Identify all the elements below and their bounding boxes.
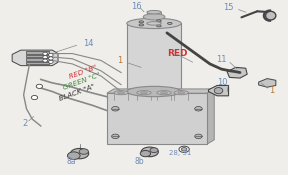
Ellipse shape — [43, 52, 48, 55]
Polygon shape — [127, 23, 181, 92]
Ellipse shape — [36, 84, 43, 88]
Ellipse shape — [179, 146, 189, 152]
Ellipse shape — [140, 150, 151, 157]
Text: RED: RED — [167, 48, 188, 58]
FancyBboxPatch shape — [26, 55, 50, 57]
Text: 10: 10 — [217, 78, 228, 87]
Ellipse shape — [266, 11, 276, 20]
Polygon shape — [12, 50, 58, 66]
Ellipse shape — [79, 149, 88, 154]
Ellipse shape — [31, 96, 38, 100]
Ellipse shape — [195, 107, 202, 111]
Text: 16: 16 — [132, 2, 142, 11]
FancyBboxPatch shape — [26, 51, 50, 54]
Ellipse shape — [112, 107, 119, 111]
Text: 11: 11 — [216, 55, 227, 64]
Ellipse shape — [178, 92, 185, 94]
Ellipse shape — [150, 148, 158, 153]
Polygon shape — [259, 79, 276, 87]
Polygon shape — [107, 89, 214, 93]
Ellipse shape — [67, 152, 80, 159]
Ellipse shape — [141, 147, 158, 157]
Text: 1: 1 — [117, 56, 122, 65]
Text: 15: 15 — [223, 3, 234, 12]
Text: 8b: 8b — [135, 158, 145, 166]
Ellipse shape — [157, 91, 171, 95]
Ellipse shape — [43, 56, 48, 59]
Ellipse shape — [70, 148, 89, 159]
Ellipse shape — [49, 57, 53, 60]
Ellipse shape — [147, 22, 161, 25]
Ellipse shape — [157, 25, 161, 27]
Ellipse shape — [49, 53, 53, 57]
Text: 14: 14 — [83, 39, 93, 48]
Polygon shape — [207, 89, 214, 144]
Ellipse shape — [127, 18, 181, 29]
Ellipse shape — [174, 91, 188, 95]
Polygon shape — [107, 93, 207, 144]
Ellipse shape — [157, 20, 161, 22]
Ellipse shape — [118, 92, 124, 94]
Polygon shape — [209, 85, 229, 96]
Ellipse shape — [139, 24, 144, 26]
Ellipse shape — [112, 134, 119, 139]
Ellipse shape — [49, 60, 53, 63]
Ellipse shape — [127, 86, 181, 97]
Ellipse shape — [214, 88, 223, 94]
Ellipse shape — [114, 91, 128, 95]
Text: BLACK "A": BLACK "A" — [58, 83, 96, 102]
Ellipse shape — [139, 21, 144, 23]
Ellipse shape — [161, 92, 168, 94]
Polygon shape — [147, 12, 161, 23]
Ellipse shape — [168, 22, 172, 25]
Polygon shape — [227, 67, 247, 78]
Ellipse shape — [43, 59, 48, 62]
FancyBboxPatch shape — [26, 58, 50, 61]
Text: 2: 2 — [22, 119, 28, 128]
Ellipse shape — [137, 91, 151, 95]
FancyBboxPatch shape — [26, 62, 50, 64]
Text: GREEN "C": GREEN "C" — [62, 72, 101, 91]
Text: 1: 1 — [269, 86, 274, 95]
Ellipse shape — [181, 148, 187, 151]
Ellipse shape — [147, 10, 161, 14]
Text: RED "B": RED "B" — [68, 64, 98, 80]
Ellipse shape — [195, 134, 202, 139]
Text: 28, 31: 28, 31 — [170, 150, 192, 156]
Ellipse shape — [141, 92, 147, 94]
Text: 8a: 8a — [66, 157, 76, 166]
Ellipse shape — [143, 14, 165, 20]
